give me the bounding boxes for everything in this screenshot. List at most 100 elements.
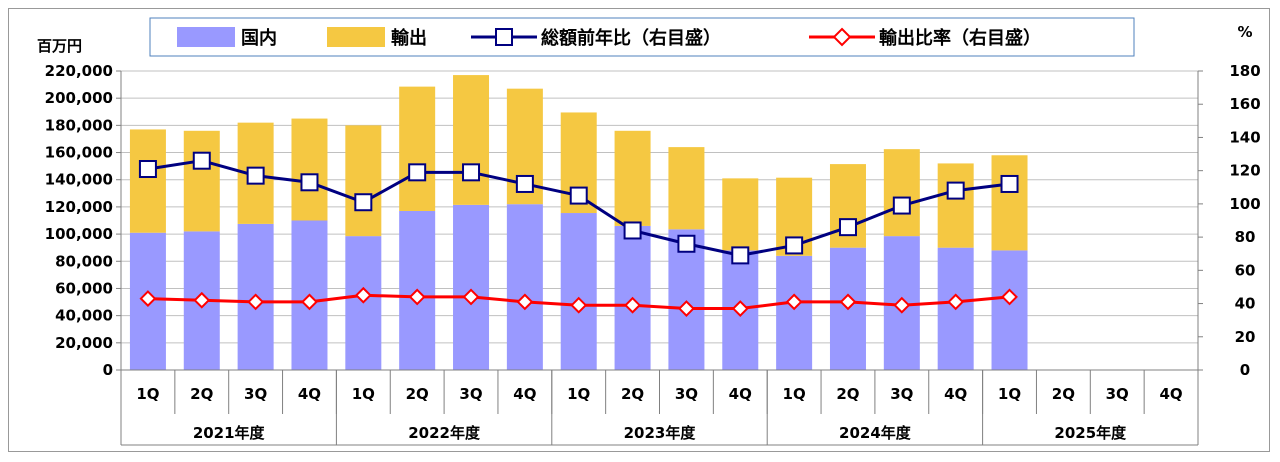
yoy-point (838, 218, 857, 237)
left-tick-label: 0 (103, 361, 113, 379)
line-series (138, 151, 1019, 317)
right-tick-label: 160 (1229, 95, 1260, 113)
export-ratio-point (408, 288, 426, 306)
yoy-point (300, 173, 319, 192)
bar-domestic (560, 213, 597, 370)
category-label: 3Q (675, 385, 698, 403)
export-ratio-point (947, 293, 965, 311)
left-tick-label: 140,000 (45, 171, 113, 189)
fiscal-year-label: 2025年度 (1054, 424, 1127, 442)
bar-domestic (453, 204, 490, 370)
export-ratio-point (893, 296, 911, 314)
left-tick-label: 120,000 (45, 198, 113, 216)
export-ratio-point (839, 293, 857, 311)
left-tick-label: 60,000 (55, 279, 113, 297)
bar-domestic (506, 204, 543, 370)
right-tick-label: 20 (1235, 328, 1256, 346)
export-ratio-point (516, 293, 534, 311)
export-ratio-point (678, 300, 695, 317)
right-tick-label: 80 (1235, 228, 1256, 246)
category-label: 4Q (513, 385, 536, 403)
export-ratio-point (139, 290, 157, 307)
export-ratio-point (247, 293, 265, 311)
export-ratio-point (624, 296, 641, 314)
export-ratio-point (462, 288, 480, 306)
fiscal-year-label: 2021年度 (193, 424, 266, 442)
export-ratio-point (731, 300, 749, 317)
bar-export (883, 149, 920, 237)
bar-export (183, 130, 220, 232)
bar-export (453, 75, 490, 205)
legend-marker-export-ratio (832, 27, 852, 47)
category-label: 4Q (1159, 385, 1182, 403)
legend-marker-yoy (495, 28, 513, 46)
fiscal-year-label: 2022年度 (408, 424, 481, 442)
yoy-point (892, 196, 911, 215)
bar-domestic (991, 250, 1028, 370)
yoy-point (515, 174, 534, 193)
chart-frame: 0 20,000 40,000 60,000 80,000 100,000 120,000 1… (8, 8, 1270, 452)
category-label: 2Q (836, 385, 859, 403)
category-label: 2Q (190, 385, 213, 403)
yoy-point (246, 166, 265, 185)
right-tick-label: 120 (1229, 162, 1260, 180)
category-axis: 1Q 2Q 3Q 4Q 1Q 2Q 3Q 4Q 1Q 2Q 3Q 4Q 1Q 2Q 3Q 4Q 1Q 2Q 3Q 4Q… (120, 370, 1199, 446)
chart-svg: 0 20,000 40,000 60,000 80,000 100,000 120,000 1… (37, 17, 1261, 446)
yoy-point (731, 246, 750, 265)
export-ratio-point (354, 286, 372, 304)
yoy-point (462, 163, 481, 182)
legend-label-export-ratio: 輸出比率（右目盛） (879, 27, 1041, 49)
bar-export (345, 125, 382, 237)
bar-export (991, 155, 1028, 251)
legend: 国内 輸出 総額前年比（右目盛） 輸出比率（右目盛） (149, 17, 1135, 57)
category-label: 3Q (244, 385, 267, 403)
right-tick-label: 100 (1229, 195, 1260, 213)
yoy-point (623, 221, 642, 240)
legend-label-yoy: 総額前年比（右目盛） (541, 27, 721, 49)
bar-domestic (776, 255, 813, 370)
export-ratio-point (193, 291, 211, 309)
left-tick-label: 180,000 (45, 116, 113, 134)
left-tick-label: 40,000 (55, 307, 113, 325)
right-axis-unit: % (1237, 23, 1252, 41)
category-label: 3Q (459, 385, 482, 403)
bar-domestic (668, 229, 705, 370)
left-tick-label: 160,000 (45, 144, 113, 162)
bar-export (722, 178, 759, 251)
right-axis-ticks: 0 20 40 60 80 100 120 140 160 180 (1198, 62, 1261, 379)
left-tick-label: 100,000 (45, 225, 113, 243)
category-label: 2Q (1052, 385, 1075, 403)
yoy-point (677, 234, 696, 253)
category-label: 3Q (890, 385, 913, 403)
category-label: 4Q (729, 385, 752, 403)
fiscal-year-label: 2024年度 (839, 424, 912, 442)
fiscal-year-label: 2023年度 (624, 424, 697, 442)
category-label: 4Q (298, 385, 321, 403)
bar-export (668, 147, 705, 230)
legend-swatch-export (327, 27, 385, 47)
bar-export (614, 130, 651, 226)
right-tick-label: 40 (1235, 295, 1256, 313)
left-axis-unit: 百万円 (37, 37, 82, 55)
yoy-point (1000, 174, 1019, 193)
left-tick-label: 20,000 (55, 334, 113, 352)
bar-export (129, 129, 166, 233)
category-label: 2Q (621, 385, 644, 403)
category-label: 1Q (352, 385, 375, 403)
legend-label-export: 輸出 (391, 27, 427, 49)
plot-area (121, 71, 1198, 370)
yoy-point (408, 163, 427, 182)
yoy-point (946, 181, 965, 200)
category-label: 4Q (944, 385, 967, 403)
right-tick-label: 0 (1240, 361, 1250, 379)
export-ratio-point (1001, 288, 1018, 306)
category-label: 1Q (136, 385, 159, 403)
left-tick-label: 80,000 (55, 252, 113, 270)
left-tick-label: 220,000 (45, 62, 113, 80)
bar-export (937, 163, 974, 248)
yoy-point (138, 160, 157, 179)
export-ratio-point (570, 296, 588, 314)
left-axis-ticks: 0 20,000 40,000 60,000 80,000 100,000 120,000 1… (45, 62, 121, 379)
yoy-point (569, 186, 588, 205)
category-label: 1Q (567, 385, 590, 403)
